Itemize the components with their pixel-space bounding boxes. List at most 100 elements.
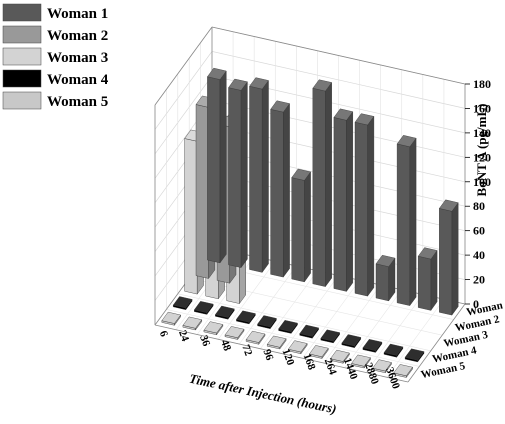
bar-front xyxy=(291,177,305,283)
bar-top xyxy=(266,335,287,348)
legend-swatch xyxy=(2,47,42,66)
axis-edge xyxy=(407,303,466,383)
bar xyxy=(417,247,438,312)
legend-label: Woman 1 xyxy=(47,6,108,22)
z-tick-label: 0 xyxy=(473,297,479,311)
bar xyxy=(383,343,404,358)
bar xyxy=(375,254,396,302)
bar xyxy=(182,316,203,331)
bar-top xyxy=(291,168,311,181)
x-tick-label: 264 xyxy=(322,357,339,377)
bar xyxy=(320,329,341,344)
bar-side xyxy=(304,171,311,283)
bar xyxy=(270,100,290,278)
legend-label: Woman 2 xyxy=(47,28,108,44)
z-tick-label: 20 xyxy=(473,273,485,287)
x-tick-label: 120 xyxy=(280,347,297,367)
bar xyxy=(214,305,235,320)
legend-swatch xyxy=(2,69,42,88)
bar xyxy=(438,199,459,316)
bar-top xyxy=(228,78,248,91)
bar-top xyxy=(287,340,308,353)
bar-side xyxy=(430,249,438,312)
chart-bars xyxy=(161,67,459,379)
bar-front xyxy=(228,87,242,268)
bar-top xyxy=(372,359,392,372)
bar-top xyxy=(214,305,235,318)
gridline xyxy=(260,270,318,349)
bar-side xyxy=(325,81,332,288)
z-axis-ticks: 0 20 40 60 80 100 120 140 160 180 xyxy=(465,77,491,311)
bar xyxy=(266,335,287,350)
bar xyxy=(236,310,256,325)
bar xyxy=(351,354,371,369)
z-tick-label: 120 xyxy=(473,150,491,164)
legend-swatch xyxy=(2,25,42,44)
axis-edge xyxy=(154,324,409,383)
bar-top xyxy=(320,329,341,342)
bar-top xyxy=(207,67,227,80)
gridline xyxy=(239,265,297,345)
bar-top xyxy=(375,254,396,267)
bar xyxy=(278,320,298,335)
bar-top xyxy=(341,334,362,347)
bar xyxy=(228,78,248,269)
gridline xyxy=(177,293,431,352)
z-tick-label: 100 xyxy=(473,175,491,189)
bar-side xyxy=(240,81,248,269)
bar-top xyxy=(404,348,425,361)
bar-top xyxy=(270,100,290,113)
z-tick-label: 180 xyxy=(473,77,491,91)
axis-edge xyxy=(211,26,466,85)
bar xyxy=(207,67,227,264)
bar xyxy=(203,321,224,336)
z-tick-label: 140 xyxy=(473,126,491,140)
bar-top xyxy=(161,311,182,324)
bar-front xyxy=(249,85,263,273)
bar xyxy=(299,324,319,339)
z-axis-title: BoNT A (pg/mL) xyxy=(474,104,489,197)
bar xyxy=(312,79,333,288)
bar xyxy=(393,364,413,379)
bar xyxy=(354,113,375,297)
bar-top xyxy=(172,296,193,309)
x-tick-label: 72 xyxy=(239,343,254,358)
bar-top xyxy=(330,349,350,362)
bar xyxy=(396,135,417,307)
legend-label: Woman 3 xyxy=(47,50,108,66)
x-tick-label: 96 xyxy=(260,348,275,363)
bar xyxy=(309,345,329,360)
bar-side xyxy=(262,79,269,274)
bar-top xyxy=(278,320,298,332)
legend-swatch xyxy=(2,91,42,110)
bar-front xyxy=(184,138,198,295)
bar-top xyxy=(351,354,371,367)
bar xyxy=(193,301,214,316)
bar-top xyxy=(236,310,256,323)
bar-front xyxy=(418,255,432,311)
x-axis-title: Time after Injection (hours) xyxy=(188,371,338,417)
bar-top xyxy=(249,77,269,90)
z-tick-label: 160 xyxy=(473,101,491,115)
bar xyxy=(404,348,425,363)
gridline xyxy=(386,299,445,378)
bar-front xyxy=(375,263,389,302)
bar xyxy=(245,330,266,345)
bar-top xyxy=(203,321,224,334)
bar-side xyxy=(451,202,459,316)
bar-top xyxy=(417,247,438,260)
bar-side xyxy=(346,111,353,293)
bar-top xyxy=(333,108,354,121)
gridline xyxy=(218,261,276,340)
x-tick-label: 36 xyxy=(197,333,212,348)
bar xyxy=(257,315,277,330)
legend-label: Woman 5 xyxy=(47,94,108,110)
bar-top xyxy=(309,345,329,358)
bar xyxy=(362,339,383,354)
bar-top xyxy=(224,326,245,339)
gridline xyxy=(344,289,402,368)
gridline xyxy=(365,294,424,373)
bar-top xyxy=(393,364,413,377)
